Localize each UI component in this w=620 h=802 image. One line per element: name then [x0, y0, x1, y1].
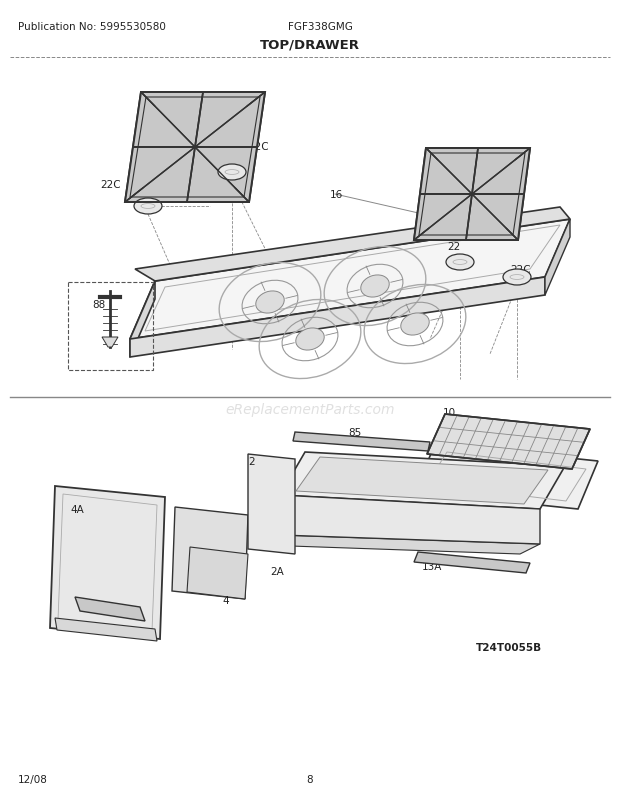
Polygon shape [195, 93, 265, 148]
Text: 10: 10 [443, 407, 456, 418]
Text: 12/08: 12/08 [18, 774, 48, 784]
Polygon shape [420, 149, 478, 195]
Text: T24T0055B: T24T0055B [476, 642, 542, 652]
Polygon shape [187, 148, 257, 203]
Text: FGF338GMG: FGF338GMG [288, 22, 352, 32]
Ellipse shape [296, 329, 324, 350]
Polygon shape [472, 149, 530, 195]
Polygon shape [102, 338, 118, 347]
Polygon shape [125, 148, 195, 203]
Polygon shape [130, 220, 570, 339]
Text: 8: 8 [307, 774, 313, 784]
Polygon shape [130, 282, 155, 358]
Polygon shape [414, 195, 472, 241]
Ellipse shape [361, 276, 389, 298]
Polygon shape [414, 553, 530, 573]
Text: 88: 88 [92, 300, 105, 310]
Text: 20: 20 [175, 98, 188, 107]
Text: Publication No: 5995530580: Publication No: 5995530580 [18, 22, 166, 32]
Polygon shape [466, 195, 524, 241]
Text: eReplacementParts.com: eReplacementParts.com [225, 403, 395, 416]
Polygon shape [75, 597, 145, 622]
Polygon shape [55, 618, 157, 642]
Ellipse shape [256, 292, 284, 314]
Ellipse shape [134, 199, 162, 215]
Polygon shape [427, 415, 590, 469]
Text: 2A: 2A [270, 566, 284, 577]
Text: 4: 4 [222, 595, 229, 606]
Polygon shape [130, 277, 545, 358]
Polygon shape [262, 535, 540, 554]
Polygon shape [280, 452, 565, 509]
Text: 9: 9 [528, 437, 534, 448]
Ellipse shape [446, 255, 474, 270]
Polygon shape [50, 486, 165, 639]
Ellipse shape [401, 314, 429, 336]
Polygon shape [187, 547, 248, 599]
Text: 39: 39 [88, 602, 101, 611]
Text: 22C: 22C [510, 265, 531, 274]
Polygon shape [280, 496, 540, 545]
Ellipse shape [218, 164, 246, 180]
Text: 22C: 22C [248, 142, 268, 152]
Ellipse shape [503, 269, 531, 286]
Polygon shape [248, 455, 295, 554]
Polygon shape [172, 508, 248, 599]
Polygon shape [133, 93, 203, 148]
Polygon shape [545, 220, 570, 296]
Polygon shape [135, 208, 570, 282]
Polygon shape [125, 93, 265, 203]
Text: 13A: 13A [422, 561, 443, 571]
Polygon shape [415, 444, 598, 509]
Text: 85: 85 [348, 427, 361, 437]
Text: 2: 2 [248, 456, 255, 467]
Polygon shape [414, 149, 530, 241]
Text: 4A: 4A [70, 504, 84, 514]
Polygon shape [296, 457, 548, 504]
Bar [68, 282, 153, 371]
Text: 22C: 22C [100, 180, 121, 190]
Text: 1: 1 [450, 472, 456, 481]
Text: TOP/DRAWER: TOP/DRAWER [260, 38, 360, 51]
Text: 16: 16 [330, 190, 343, 200]
Text: 20: 20 [430, 150, 443, 160]
Polygon shape [293, 432, 430, 452]
Text: 22: 22 [447, 241, 460, 252]
